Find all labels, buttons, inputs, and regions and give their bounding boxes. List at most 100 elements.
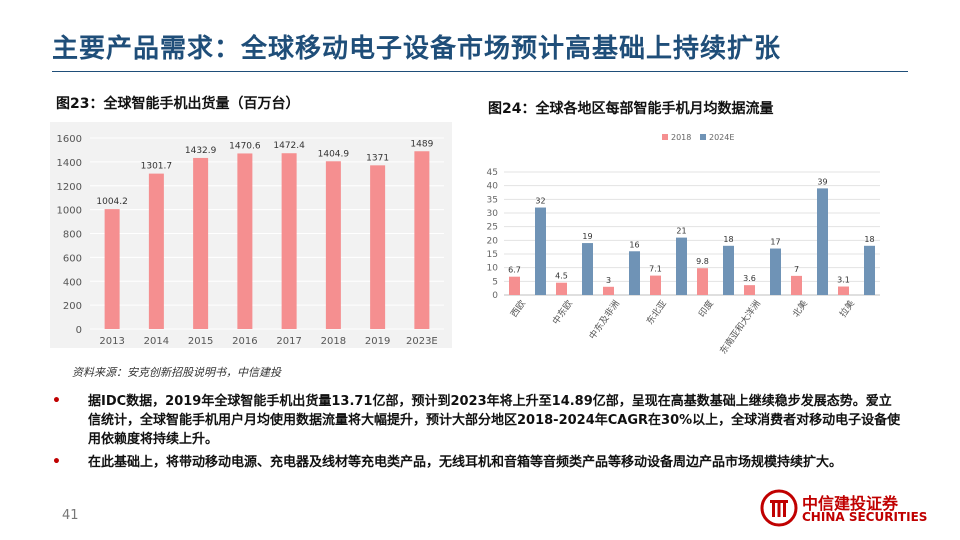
data-label-2024e: 17 bbox=[770, 238, 780, 247]
x-tick-label: 2014 bbox=[144, 336, 169, 347]
bar-2024e bbox=[770, 248, 781, 295]
page-number: 41 bbox=[62, 508, 79, 523]
bullet-text: 在此基础上，将带动移动电源、充电器及线材等充电类产品，无线耳机和音箱等音频类产品… bbox=[88, 455, 843, 470]
x-tick-label: 东北亚 bbox=[644, 298, 669, 327]
y-tick-label: 0 bbox=[76, 325, 82, 336]
traffic-chart: 0 5 10 15 20 25 30 35 40 45 2018 2024E 6.7 32 西欧 4.5 19 中… bbox=[478, 123, 896, 356]
data-label: 1004.2 bbox=[96, 197, 128, 207]
data-label: 1432.9 bbox=[185, 146, 217, 156]
bullet-marker: • bbox=[52, 454, 61, 470]
bar-2024e bbox=[723, 245, 734, 295]
bar-2018 bbox=[744, 285, 755, 295]
page-title: 主要产品需求：全球移动电子设备市场预计高基础上持续扩张 bbox=[52, 34, 782, 64]
x-tick-label: 东南亚和大洋洲 bbox=[717, 298, 763, 355]
legend-label: 2018 bbox=[671, 133, 691, 142]
logo-en-text: CHINA SECURITIES bbox=[802, 510, 928, 524]
data-label-2018: 7.1 bbox=[649, 265, 662, 274]
bar bbox=[193, 157, 209, 329]
x-tick-label: 拉美 bbox=[837, 298, 857, 320]
bullet-item: • 据IDC数据，2019年全球智能手机出货量13.71亿部，预计到2023年将… bbox=[52, 392, 902, 449]
source-note: 资料来源：安克创新招股说明书，中信建投 bbox=[72, 366, 281, 379]
data-label: 1470.6 bbox=[229, 141, 261, 151]
bar bbox=[370, 165, 386, 329]
title-divider bbox=[52, 71, 908, 72]
y-tick-label: 800 bbox=[63, 230, 82, 241]
y-tick-label: 20 bbox=[487, 236, 499, 246]
data-label: 1489 bbox=[410, 139, 433, 149]
shipments-chart: 0 200 400 600 800 1000 1200 1400 1600 1004.2 2013 1… bbox=[50, 122, 452, 348]
chart1-title: 图23：全球智能手机出货量（百万台） bbox=[56, 96, 300, 112]
y-tick-label: 1600 bbox=[57, 134, 82, 145]
company-logo: 中信建投证券 CHINA SECURITIES bbox=[760, 488, 927, 528]
x-tick-label: 2017 bbox=[276, 336, 301, 347]
data-label-2018: 6.7 bbox=[508, 266, 521, 275]
bar-2018 bbox=[697, 268, 708, 295]
data-label: 1301.7 bbox=[141, 162, 173, 172]
y-tick-label: 10 bbox=[487, 264, 499, 274]
chart2-title: 图24：全球各地区每部智能手机月均数据流量 bbox=[488, 101, 774, 117]
x-tick-label: 2023E bbox=[406, 336, 438, 347]
y-tick-label: 1000 bbox=[57, 206, 82, 217]
bar-2024e bbox=[629, 251, 640, 295]
bar-2024e bbox=[582, 243, 593, 295]
bullet-list: • 据IDC数据，2019年全球智能手机出货量13.71亿部，预计到2023年将… bbox=[52, 392, 902, 476]
y-tick-label: 200 bbox=[63, 301, 82, 312]
x-tick-label: 中东及非洲 bbox=[586, 298, 622, 342]
bar bbox=[414, 151, 430, 329]
bar bbox=[237, 153, 253, 329]
y-tick-label: 1200 bbox=[57, 182, 82, 193]
data-label: 1371 bbox=[366, 153, 389, 163]
y-tick-label: 0 bbox=[492, 291, 498, 301]
legend-swatch bbox=[700, 134, 706, 140]
bar-2018 bbox=[791, 275, 802, 295]
bar-2024e bbox=[535, 207, 546, 295]
data-label-2018: 7 bbox=[794, 265, 799, 274]
bullet-marker: • bbox=[52, 393, 61, 409]
bar bbox=[325, 161, 341, 329]
legend-label: 2024E bbox=[709, 133, 734, 142]
x-tick-label: 中东欧 bbox=[550, 298, 575, 327]
x-tick-label: 北美 bbox=[790, 298, 810, 320]
y-tick-label: 400 bbox=[63, 277, 82, 288]
data-label-2024e: 39 bbox=[817, 177, 827, 186]
logo-cn-text: 中信建投证券 bbox=[802, 494, 899, 513]
bullet-text: 据IDC数据，2019年全球智能手机出货量13.71亿部，预计到2023年将上升… bbox=[88, 394, 901, 447]
data-label-2024e: 21 bbox=[676, 227, 686, 236]
shipments-chart-svg: 0 200 400 600 800 1000 1200 1400 1600 1004.2 2013 1… bbox=[57, 134, 444, 347]
x-tick-label: 2019 bbox=[365, 336, 390, 347]
traffic-chart-svg: 0 5 10 15 20 25 30 35 40 45 2018 2024E 6.7 32 西欧 4.5 19 中… bbox=[487, 133, 880, 356]
y-tick-label: 45 bbox=[487, 168, 498, 178]
data-label-2024e: 32 bbox=[535, 197, 545, 206]
bar-2024e bbox=[676, 237, 687, 295]
bar-2018 bbox=[650, 275, 661, 295]
bar-2018 bbox=[603, 286, 614, 295]
bullet-item: • 在此基础上，将带动移动电源、充电器及线材等充电类产品，无线耳机和音箱等音频类… bbox=[52, 453, 902, 472]
data-label-2018: 3 bbox=[606, 276, 611, 285]
y-tick-label: 5 bbox=[492, 277, 498, 287]
y-tick-label: 30 bbox=[487, 209, 499, 219]
bar-2018 bbox=[838, 286, 849, 295]
x-tick-label: 2018 bbox=[321, 336, 346, 347]
legend-swatch bbox=[662, 134, 668, 140]
x-tick-label: 2016 bbox=[232, 336, 257, 347]
x-tick-label: 2015 bbox=[188, 336, 213, 347]
data-label-2018: 9.8 bbox=[696, 257, 709, 266]
data-label-2024e: 16 bbox=[629, 240, 639, 249]
y-tick-label: 1400 bbox=[57, 158, 82, 169]
data-label-2024e: 18 bbox=[864, 235, 874, 244]
data-label: 1404.9 bbox=[318, 149, 350, 159]
data-label-2024e: 19 bbox=[582, 232, 592, 241]
x-tick-label: 印度 bbox=[696, 298, 716, 320]
y-tick-label: 25 bbox=[487, 223, 498, 233]
bar-2018 bbox=[509, 276, 520, 295]
bar-2024e bbox=[864, 245, 875, 295]
bar-2024e bbox=[817, 188, 828, 295]
y-tick-label: 40 bbox=[487, 182, 499, 192]
bar-2018 bbox=[556, 282, 567, 295]
bar bbox=[148, 173, 164, 329]
x-tick-label: 2013 bbox=[99, 336, 124, 347]
logo-emblem-icon bbox=[760, 489, 798, 527]
data-label-2018: 3.1 bbox=[837, 276, 850, 285]
data-label-2024e: 18 bbox=[723, 235, 733, 244]
x-tick-label: 西欧 bbox=[508, 298, 528, 320]
